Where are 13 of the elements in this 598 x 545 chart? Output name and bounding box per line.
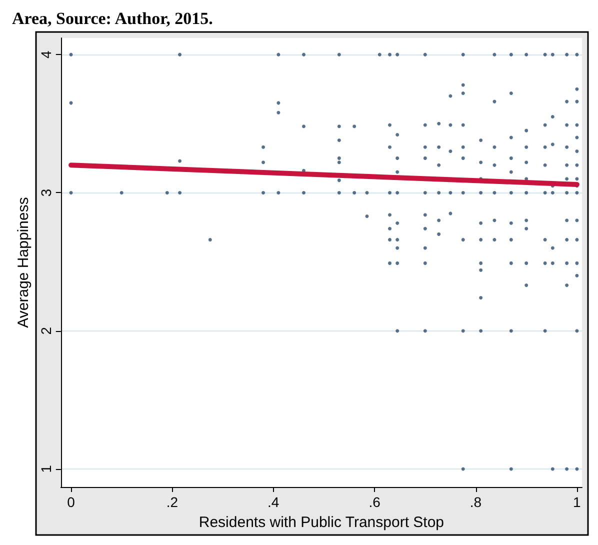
y-tick-label: 1 — [38, 464, 54, 473]
x-tick-label: .2 — [166, 494, 178, 510]
x-tick-label: 1 — [573, 494, 582, 510]
x-axis-title: Residents with Public Transport Stop — [198, 514, 444, 531]
x-tick-label: .8 — [470, 494, 482, 510]
x-tick-label: .4 — [268, 494, 280, 510]
x-tick-label: .6 — [368, 494, 381, 510]
y-tick-label: 4 — [38, 50, 54, 58]
y-tick-label: 3 — [38, 188, 54, 197]
y-axis-title: Average Happiness — [15, 197, 32, 328]
y-tick-label: 2 — [38, 326, 54, 335]
text: Area, Source: Author, 2015. — [12, 9, 213, 28]
x-tick-label: 0 — [67, 494, 76, 510]
